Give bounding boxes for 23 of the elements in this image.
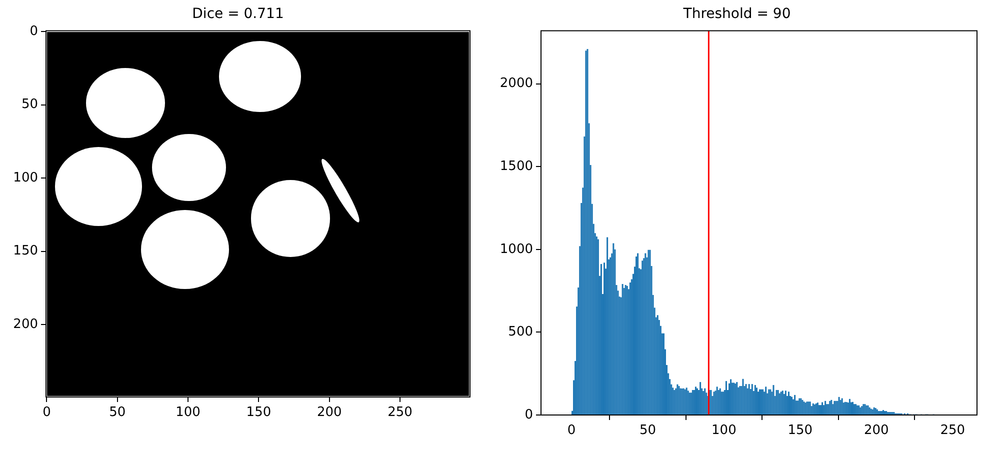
x-tick-label: 250 (388, 405, 412, 420)
y-tick-label: 1500 (500, 158, 533, 174)
x-tick-label: 0 (42, 405, 51, 420)
x-tick-label: 50 (639, 423, 656, 438)
y-tick-label: 1000 (500, 242, 533, 257)
y-tick-label: 0 (30, 24, 38, 39)
x-tick-label: 150 (788, 423, 813, 438)
y-tick-label: 50 (21, 97, 38, 112)
x-tick-label: 50 (109, 405, 126, 420)
y-tick-label: 150 (13, 244, 38, 259)
chart-title: Threshold = 90 (682, 6, 791, 22)
x-tick-label: 200 (316, 405, 342, 420)
x-tick-label: 250 (940, 423, 966, 438)
y-tick-label: 500 (508, 324, 533, 340)
x-tick-label: 0 (567, 423, 576, 438)
x-tick-label: 150 (246, 405, 272, 420)
x-tick-label: 200 (864, 423, 889, 438)
chart-title: Dice = 0.711 (192, 6, 284, 22)
x-tick-label: 100 (176, 405, 200, 420)
y-tick-label: 2000 (500, 76, 533, 92)
x-tick-label: 100 (712, 423, 736, 438)
y-tick-label: 100 (13, 170, 38, 186)
y-tick-label: 200 (13, 316, 38, 332)
